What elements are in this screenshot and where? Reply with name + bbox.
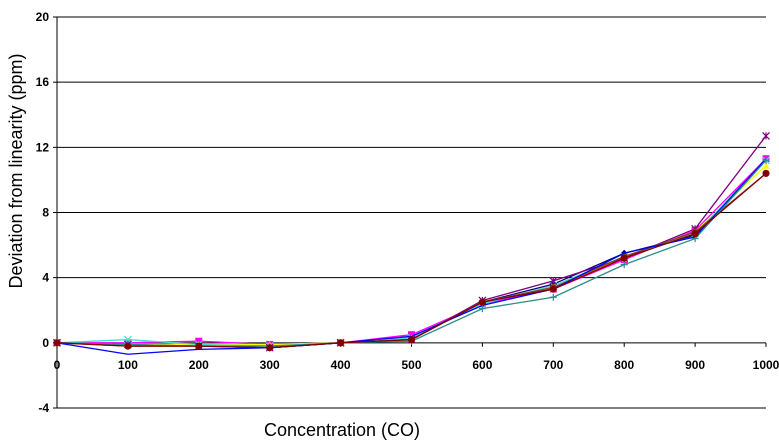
y-tick-label: 12 bbox=[36, 140, 50, 154]
y-tick-label: 20 bbox=[36, 10, 50, 24]
data-point bbox=[549, 277, 558, 285]
series-4 bbox=[53, 156, 770, 351]
series-line bbox=[56, 172, 767, 349]
series-2 bbox=[53, 155, 770, 348]
series-6 bbox=[53, 169, 770, 352]
data-point bbox=[762, 132, 770, 140]
series-line bbox=[56, 172, 767, 349]
data-point bbox=[762, 169, 770, 177]
x-tick-label: 800 bbox=[614, 358, 634, 372]
x-tick-label: 200 bbox=[189, 358, 209, 372]
grid-layer bbox=[57, 16, 766, 279]
data-point bbox=[195, 342, 203, 350]
series-9 bbox=[53, 169, 770, 352]
x-tick-label: 900 bbox=[685, 358, 705, 372]
x-tick-label: 300 bbox=[260, 358, 280, 372]
series-8 bbox=[53, 156, 770, 350]
y-axis-title: Deviation from linearity (ppm) bbox=[6, 53, 26, 288]
series-line bbox=[56, 158, 767, 347]
x-axis-title: Concentration (CO) bbox=[264, 420, 420, 440]
data-point bbox=[337, 339, 345, 347]
data-point bbox=[549, 293, 557, 301]
data-point bbox=[478, 305, 486, 313]
series-3 bbox=[53, 161, 770, 348]
x-tick-label: 0 bbox=[54, 358, 61, 372]
data-point bbox=[408, 336, 415, 344]
series-line bbox=[56, 164, 767, 346]
data-point bbox=[762, 161, 770, 169]
y-tick-label: 4 bbox=[42, 271, 49, 285]
data-point bbox=[53, 339, 61, 347]
x-tick-label: 1000 bbox=[753, 358, 779, 372]
series-layer bbox=[53, 132, 770, 355]
x-tick-label: 500 bbox=[401, 358, 421, 372]
y-tick-label: 8 bbox=[42, 206, 49, 220]
series-7 bbox=[56, 158, 767, 355]
data-point bbox=[762, 156, 770, 164]
series-1 bbox=[53, 155, 770, 350]
data-point bbox=[620, 254, 628, 262]
x-tick-label: 100 bbox=[118, 358, 138, 372]
data-point bbox=[620, 261, 628, 269]
series-line bbox=[56, 135, 767, 349]
data-point bbox=[478, 298, 486, 306]
series-line bbox=[56, 159, 767, 347]
series-5 bbox=[53, 132, 770, 352]
data-point bbox=[549, 285, 557, 293]
data-point bbox=[124, 342, 132, 350]
series-line bbox=[56, 158, 767, 355]
y-tick-label: 16 bbox=[36, 75, 50, 89]
y-tick-label: -4 bbox=[38, 401, 49, 415]
y-tick-label: 0 bbox=[42, 336, 49, 350]
x-tick-label: 700 bbox=[543, 358, 563, 372]
x-tick-label: 600 bbox=[472, 358, 492, 372]
data-point bbox=[266, 344, 274, 352]
series-line bbox=[56, 159, 767, 347]
data-point bbox=[691, 230, 699, 238]
x-tick-label: 400 bbox=[331, 358, 351, 372]
